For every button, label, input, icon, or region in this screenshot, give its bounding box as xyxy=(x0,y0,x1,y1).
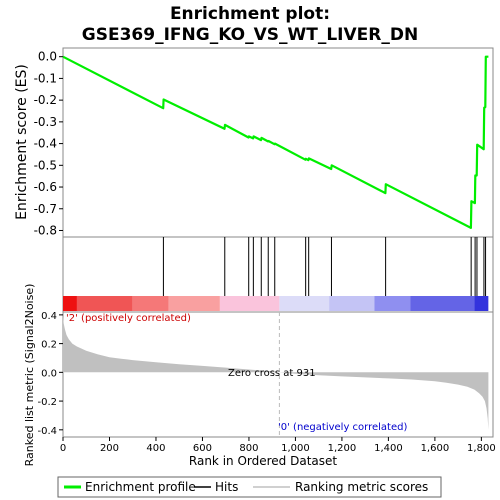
legend-box xyxy=(57,476,442,498)
es-line xyxy=(62,55,489,229)
es-y-tick-label: -0.6 xyxy=(34,180,57,194)
rank-heatmap-bar xyxy=(63,296,489,311)
metric-area xyxy=(63,316,489,430)
legend-label-ranking-metric-scores: Ranking metric scores xyxy=(295,480,428,494)
es-y-tick-label: 0.0 xyxy=(38,50,57,64)
metric-panel: '2' (positively correlated) Zero cross a… xyxy=(23,284,496,468)
x-tick-label: 1,800 xyxy=(467,443,496,454)
es-y-tick-label: -0.3 xyxy=(34,115,57,129)
metric-y-tick-label: -0.4 xyxy=(37,426,57,437)
es-y-tick-label: -0.8 xyxy=(34,223,57,237)
heatmap-segment xyxy=(168,296,220,311)
metric-y-tick-label: -0.2 xyxy=(37,397,57,408)
es-panel: 0.0 -0.1 -0.2 -0.3 -0.4 -0.5 -0.6 -0.7 -0.8 Enri… xyxy=(14,47,494,238)
x-tick-label: 1,400 xyxy=(374,443,403,454)
legend: Enrichment profile Hits Ranking metric s… xyxy=(57,476,442,498)
x-tick-label: 800 xyxy=(239,443,258,454)
heatmap-segment xyxy=(132,296,169,311)
x-tick-label: 400 xyxy=(146,443,165,454)
x-tick-label: 1,200 xyxy=(328,443,357,454)
chart-subtitle: GSE369_IFNG_KO_VS_WT_LIVER_DN xyxy=(82,25,418,45)
heatmap-segment xyxy=(374,296,411,311)
es-y-axis: 0.0 -0.1 -0.2 -0.3 -0.4 -0.5 -0.6 -0.7 -0.8 xyxy=(34,50,63,237)
negative-correlation-label: '0' (negatively correlated) xyxy=(278,422,407,433)
x-tick-label: 1,000 xyxy=(281,443,310,454)
metric-y-tick-label: 0.4 xyxy=(41,311,57,322)
heatmap-segment xyxy=(279,296,330,311)
heatmap-segment xyxy=(76,296,133,311)
positive-correlation-label: '2' (positively correlated) xyxy=(66,313,191,324)
x-axis: 0 200 400 600 800 1,000 1,200 1,400 1,600 1,800 xyxy=(60,437,496,454)
legend-label-enrichment-profile: Enrichment profile xyxy=(85,480,196,494)
zero-cross-label: Zero cross at 931 xyxy=(228,368,316,379)
metric-y-axis: 0.4 0.2 0.0 -0.2 -0.4 xyxy=(37,311,63,437)
es-y-tick-label: -0.1 xyxy=(34,71,57,85)
metric-y-tick-label: 0.0 xyxy=(41,368,57,379)
x-tick-label: 600 xyxy=(193,443,212,454)
x-tick-label: 1,600 xyxy=(421,443,450,454)
x-tick-label: 0 xyxy=(60,443,66,454)
hit-markers xyxy=(162,237,487,296)
heatmap-segment xyxy=(329,296,375,311)
es-y-tick-label: -0.2 xyxy=(34,93,57,107)
es-y-axis-label: Enrichment score (ES) xyxy=(14,64,30,220)
x-axis-label: Rank in Ordered Dataset xyxy=(189,454,337,468)
x-tick-label: 200 xyxy=(100,443,119,454)
heatmap-segment xyxy=(219,296,280,311)
metric-y-axis-label: Ranked list metric (Signal2Noise) xyxy=(23,284,36,467)
es-y-tick-label: -0.4 xyxy=(34,137,57,151)
es-y-tick-label: -0.5 xyxy=(34,158,57,172)
heatmap-segment xyxy=(474,296,489,311)
es-plot-frame xyxy=(62,47,494,238)
es-y-tick-label: -0.7 xyxy=(34,202,57,216)
heatmap-segment xyxy=(410,296,475,311)
metric-y-tick-label: 0.2 xyxy=(41,340,57,351)
chart-title: Enrichment plot: xyxy=(170,4,330,24)
legend-label-hits: Hits xyxy=(215,480,238,494)
heatmap-segment xyxy=(63,296,77,311)
hits-panel xyxy=(62,236,494,313)
